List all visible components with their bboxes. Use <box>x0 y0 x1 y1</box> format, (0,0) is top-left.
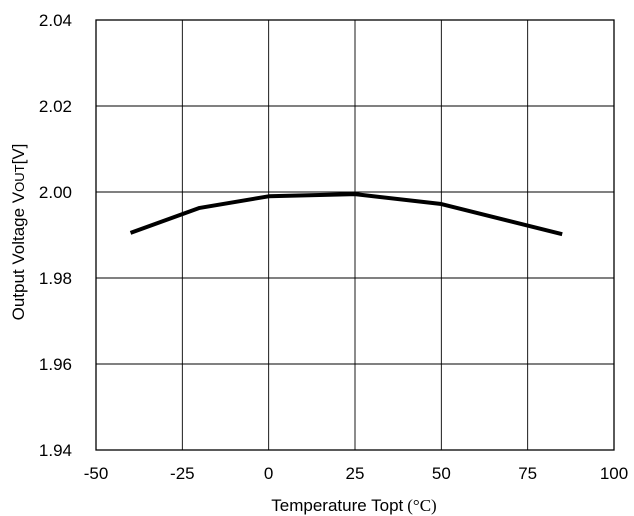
y-axis-title-text: Output Voltage V <box>9 191 28 320</box>
y-axis-title-unit: [V] <box>9 144 28 165</box>
y-axis-title: Output Voltage VOUT[V] <box>9 144 28 321</box>
y-axis-title-subscript: OUT <box>12 164 27 192</box>
x-tick-label: 0 <box>264 464 273 483</box>
x-axis-title: Temperature Topt (°C) <box>271 496 436 515</box>
x-axis-title-text: Temperature Topt <box>271 496 403 515</box>
y-tick-label: 2.00 <box>39 183 72 202</box>
series-line <box>129 192 563 237</box>
x-tick-labels: -50 -25 0 25 50 75 100 <box>84 464 628 483</box>
series-layer <box>129 192 563 237</box>
x-tick-label: 25 <box>346 464 365 483</box>
x-axis-title-unit: (°C) <box>407 496 436 515</box>
y-tick-label: 2.02 <box>39 97 72 116</box>
grid-lines <box>96 20 614 450</box>
x-tick-label: 75 <box>518 464 537 483</box>
y-tick-label: 1.94 <box>39 441 72 460</box>
x-tick-label: 100 <box>600 464 628 483</box>
x-tick-label: -25 <box>170 464 195 483</box>
y-tick-label: 2.04 <box>39 11 72 30</box>
x-tick-label: -50 <box>84 464 109 483</box>
plot-area-frame <box>95 19 615 451</box>
x-tick-label: 50 <box>432 464 451 483</box>
y-tick-label: 1.96 <box>39 355 72 374</box>
y-tick-label: 1.98 <box>39 269 72 288</box>
y-tick-labels: 1.94 1.96 1.98 2.00 2.02 2.04 <box>39 11 72 460</box>
